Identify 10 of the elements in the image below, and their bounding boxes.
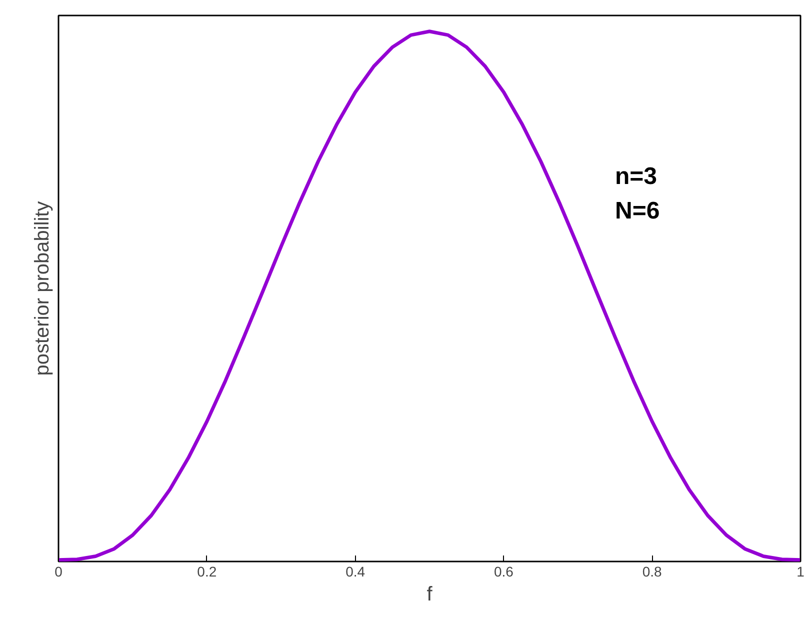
annotation: N=6 xyxy=(615,197,660,224)
x-tick-label: 0.4 xyxy=(346,564,366,580)
annotation: n=3 xyxy=(615,162,658,190)
x-tick-label: 0.2 xyxy=(197,564,217,580)
x-axis-title: f xyxy=(426,584,433,606)
y-axis-title: posterior probability xyxy=(32,201,54,376)
x-tick-label: 0.6 xyxy=(494,564,514,580)
x-tick-label: 1 xyxy=(796,564,805,580)
x-tick-label: 0.8 xyxy=(642,564,662,580)
x-tick-label: 0 xyxy=(54,564,63,580)
